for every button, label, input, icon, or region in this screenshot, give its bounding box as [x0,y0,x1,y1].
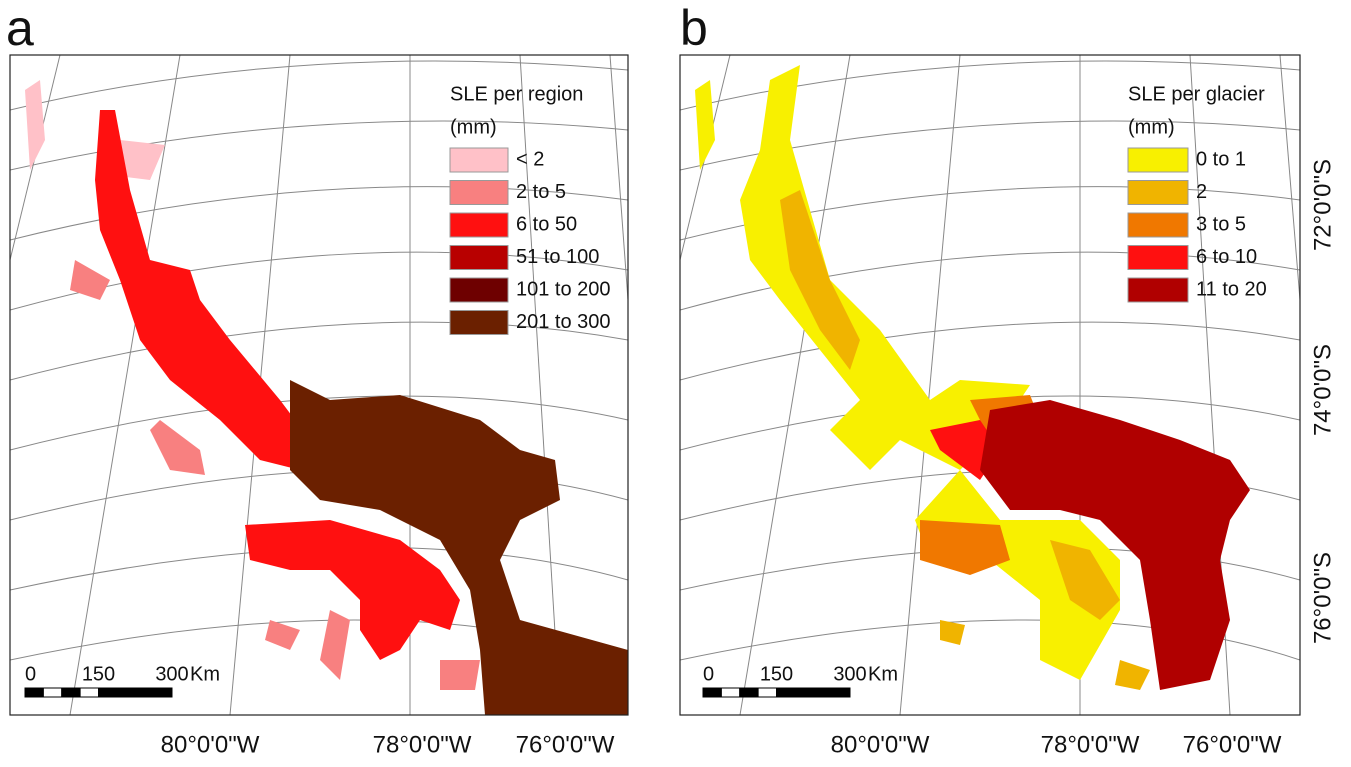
scale-segment [739,687,759,698]
legend-unit: (mm) [450,116,497,138]
map-frame [9,54,629,716]
legend-swatch [449,277,509,303]
scale-segment [757,687,777,698]
panel-letter: a [6,0,34,56]
scale-segment [720,687,741,698]
scale-unit: Km [190,663,220,685]
legend-swatch [1127,212,1189,238]
lon-label: 80°0'0"W [161,731,260,758]
legend-label: 11 to 20 [1196,278,1267,300]
legend-label: 2 to 5 [516,181,566,203]
lat-label: 74°0'0"S [1309,344,1336,436]
legend-swatch [449,147,509,173]
legend-label: < 2 [516,148,544,170]
scale-label: 300 [833,663,866,685]
lat-label: 76°0'0"S [1309,552,1336,644]
legend-label: 6 to 10 [1196,246,1257,268]
legend-swatch [1127,277,1189,303]
legend-label: 3 to 5 [1196,213,1246,235]
scale-segment [702,687,722,698]
scale-segment [24,687,44,698]
legend-label: 2 [1196,181,1207,203]
legend-swatch [449,245,509,270]
panel-letter: b [680,0,708,56]
scale-segment [42,687,63,698]
scale-label: 150 [760,663,793,685]
map-b [680,55,1300,715]
legend: SLE per glacier (mm) 0 to 1 2 3 to 5 6 to 1… [1127,83,1267,303]
legend-swatch [1127,180,1189,205]
lat-label: 72°0'0"S [1309,159,1336,251]
legend-swatch [449,310,509,335]
lon-label: 80°0'0"W [831,731,930,758]
legend-title: SLE per region [450,83,583,105]
legend-label: 201 to 300 [516,311,611,333]
legend: SLE per region (mm) < 2 2 to 5 6 to 50 51 t… [449,83,611,335]
legend-swatch [449,212,509,238]
lon-label: 76°0'0"W [516,731,615,758]
lon-label: 78°0'0"W [373,731,472,758]
legend-label: 0 to 1 [1196,148,1246,170]
map-frame [679,54,1301,716]
scale-segment [776,687,851,698]
scale-segment [98,687,173,698]
scale-bar: 0 150 300 Km [24,663,220,698]
scale-label: 0 [703,663,714,685]
legend-label: 6 to 50 [516,213,577,235]
lon-label: 78°0'0"W [1041,731,1140,758]
legend-unit: (mm) [1128,116,1175,138]
scale-segment [79,687,99,698]
scale-unit: Km [868,663,898,685]
scale-label: 300 [155,663,188,685]
legend-title: SLE per glacier [1128,83,1265,105]
scale-label: 0 [25,663,36,685]
scale-segment [61,687,81,698]
scale-label: 150 [82,663,115,685]
legend-label: 51 to 100 [516,246,599,268]
legend-swatch [449,180,509,205]
legend-swatch [1127,245,1189,270]
lon-label: 76°0'0"W [1183,731,1282,758]
scale-bar: 0 150 300 Km [702,663,898,698]
legend-swatch [1127,147,1189,173]
map-a [10,55,628,715]
legend-label: 101 to 200 [516,278,611,300]
